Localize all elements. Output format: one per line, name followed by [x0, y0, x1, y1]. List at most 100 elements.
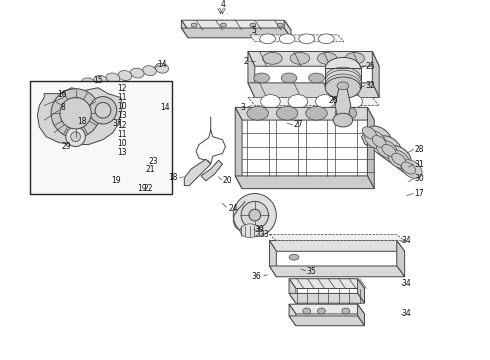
- Ellipse shape: [138, 153, 146, 169]
- Text: 30: 30: [415, 174, 424, 183]
- Polygon shape: [248, 98, 379, 105]
- Polygon shape: [362, 130, 415, 176]
- Text: 27: 27: [294, 121, 304, 130]
- Polygon shape: [289, 316, 365, 326]
- Text: 16: 16: [57, 90, 67, 99]
- Ellipse shape: [325, 77, 361, 99]
- Ellipse shape: [81, 78, 95, 88]
- Text: 21: 21: [145, 165, 155, 174]
- Ellipse shape: [377, 136, 401, 157]
- Ellipse shape: [388, 150, 409, 168]
- Text: 15: 15: [93, 76, 103, 85]
- Text: 29: 29: [62, 142, 72, 151]
- Ellipse shape: [161, 125, 164, 128]
- Ellipse shape: [148, 126, 151, 129]
- Text: 3: 3: [240, 103, 245, 112]
- Ellipse shape: [167, 130, 170, 133]
- Ellipse shape: [241, 201, 269, 229]
- Text: 4: 4: [221, 0, 226, 9]
- Ellipse shape: [167, 137, 170, 140]
- Ellipse shape: [138, 163, 142, 169]
- Ellipse shape: [365, 130, 386, 149]
- Ellipse shape: [289, 254, 299, 260]
- Polygon shape: [248, 83, 379, 98]
- Ellipse shape: [89, 96, 117, 124]
- Polygon shape: [181, 28, 291, 38]
- Ellipse shape: [72, 102, 83, 113]
- Text: 13: 13: [117, 111, 126, 120]
- Text: 39: 39: [255, 225, 265, 234]
- Ellipse shape: [66, 127, 85, 147]
- Text: 18: 18: [77, 117, 87, 126]
- Bar: [98, 122, 110, 129]
- Text: 18: 18: [168, 174, 177, 183]
- Ellipse shape: [156, 121, 159, 124]
- Ellipse shape: [401, 160, 422, 178]
- Ellipse shape: [363, 127, 376, 139]
- Ellipse shape: [309, 73, 324, 83]
- Text: 32: 32: [366, 81, 375, 90]
- Ellipse shape: [303, 308, 311, 314]
- Ellipse shape: [333, 113, 353, 127]
- Text: 34: 34: [402, 279, 412, 288]
- Ellipse shape: [60, 98, 91, 129]
- Ellipse shape: [277, 23, 283, 27]
- Ellipse shape: [155, 112, 158, 115]
- Ellipse shape: [335, 106, 357, 120]
- Ellipse shape: [138, 176, 142, 182]
- Text: 10: 10: [117, 102, 126, 111]
- Polygon shape: [248, 51, 379, 66]
- Polygon shape: [289, 279, 296, 303]
- Text: 25: 25: [366, 62, 375, 71]
- Text: 33: 33: [260, 230, 270, 239]
- Text: 19: 19: [137, 184, 147, 193]
- Text: 20: 20: [222, 176, 232, 185]
- Ellipse shape: [342, 308, 350, 314]
- Polygon shape: [397, 240, 405, 277]
- Ellipse shape: [154, 121, 157, 124]
- Ellipse shape: [318, 308, 325, 314]
- Ellipse shape: [318, 53, 337, 64]
- Ellipse shape: [263, 53, 282, 64]
- Ellipse shape: [94, 76, 107, 85]
- Ellipse shape: [191, 23, 197, 27]
- Text: 22: 22: [143, 184, 153, 193]
- Polygon shape: [181, 20, 291, 30]
- Ellipse shape: [143, 132, 146, 135]
- Polygon shape: [235, 107, 374, 120]
- Ellipse shape: [155, 63, 169, 73]
- Ellipse shape: [109, 106, 122, 116]
- Bar: [98, 103, 110, 109]
- Text: 14: 14: [157, 60, 167, 69]
- Text: 11: 11: [117, 130, 126, 139]
- Polygon shape: [289, 279, 365, 288]
- Ellipse shape: [372, 136, 386, 148]
- Text: 31: 31: [415, 159, 424, 168]
- Polygon shape: [358, 279, 365, 303]
- Bar: [98, 111, 110, 118]
- Ellipse shape: [66, 86, 85, 105]
- Polygon shape: [368, 107, 374, 189]
- Text: 36: 36: [252, 272, 262, 281]
- Polygon shape: [372, 51, 379, 98]
- Polygon shape: [270, 266, 405, 277]
- Text: 24: 24: [228, 204, 238, 213]
- Text: 26: 26: [328, 96, 338, 105]
- Polygon shape: [325, 68, 361, 88]
- Polygon shape: [270, 240, 405, 251]
- Text: 11: 11: [117, 93, 126, 102]
- Text: 5: 5: [252, 27, 257, 36]
- Ellipse shape: [106, 73, 120, 83]
- Text: 12: 12: [117, 121, 126, 130]
- Ellipse shape: [343, 95, 363, 108]
- Ellipse shape: [148, 144, 151, 147]
- Ellipse shape: [250, 23, 256, 27]
- Ellipse shape: [337, 82, 349, 90]
- Ellipse shape: [254, 73, 270, 83]
- Ellipse shape: [318, 34, 334, 44]
- Bar: [98, 140, 110, 147]
- Text: 35: 35: [307, 267, 317, 276]
- Bar: [98, 148, 110, 155]
- Polygon shape: [270, 235, 405, 240]
- Ellipse shape: [260, 34, 275, 44]
